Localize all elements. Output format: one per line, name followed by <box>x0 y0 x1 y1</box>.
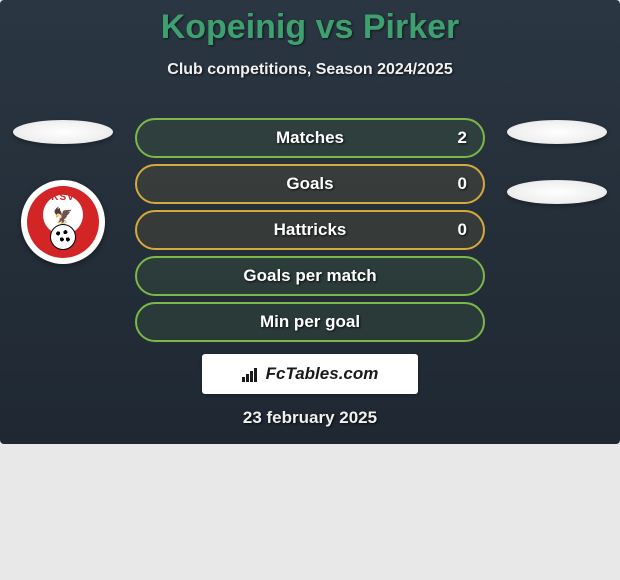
stat-bars-container: Matches 2 Goals 0 Hattricks 0 Goals per match M… <box>135 118 485 342</box>
eagle-icon: 🦅 <box>53 206 73 226</box>
stat-value: 2 <box>458 128 467 148</box>
player-photo-placeholder <box>13 120 113 144</box>
right-player-column <box>502 120 612 204</box>
soccer-ball-icon <box>50 224 76 250</box>
club-badge-inner: KSV 🦅 <box>27 186 99 258</box>
bar-chart-icon <box>242 366 262 382</box>
comparison-card: Kopeinig vs Pirker Club competitions, Se… <box>0 0 620 444</box>
stat-value: 0 <box>458 220 467 240</box>
source-logo: FcTables.com <box>202 354 418 394</box>
page-title: Kopeinig vs Pirker <box>0 8 620 47</box>
season-subtitle: Club competitions, Season 2024/2025 <box>0 61 620 79</box>
stat-label: Min per goal <box>260 312 360 332</box>
stat-label: Goals <box>286 174 333 194</box>
club-badge-placeholder <box>507 180 607 204</box>
snapshot-date: 23 february 2025 <box>0 408 620 428</box>
stat-bar: Matches 2 <box>135 118 485 158</box>
player-photo-placeholder <box>507 120 607 144</box>
stat-bar: Min per goal <box>135 302 485 342</box>
left-player-column: KSV 🦅 <box>8 120 118 264</box>
stat-label: Matches <box>276 128 344 148</box>
stat-label: Hattricks <box>274 220 347 240</box>
club-badge: KSV 🦅 <box>21 180 105 264</box>
source-logo-text: FcTables.com <box>266 364 379 384</box>
club-badge-label: KSV <box>51 192 75 203</box>
stat-bar: Hattricks 0 <box>135 210 485 250</box>
stat-bar: Goals per match <box>135 256 485 296</box>
stat-bar: Goals 0 <box>135 164 485 204</box>
stat-label: Goals per match <box>243 266 376 286</box>
stat-value: 0 <box>458 174 467 194</box>
